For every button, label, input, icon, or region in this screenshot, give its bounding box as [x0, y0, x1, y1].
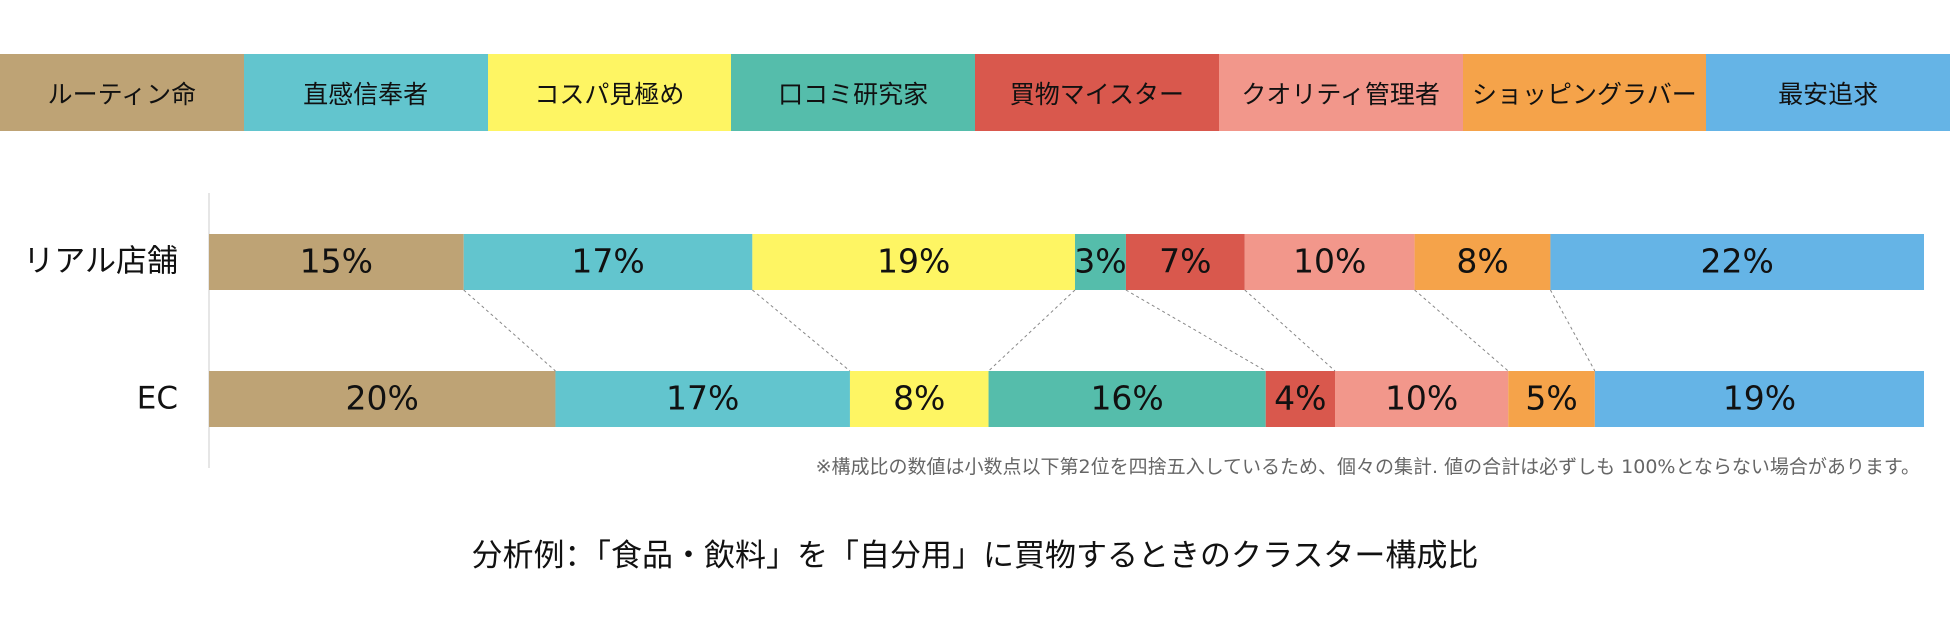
legend-item: コスパ見極め — [487, 54, 732, 131]
data-label: 19% — [1723, 379, 1796, 418]
data-label: 10% — [1385, 379, 1458, 418]
data-label: 17% — [571, 242, 644, 281]
connector-line — [463, 289, 556, 372]
connector-line — [988, 289, 1076, 372]
data-label: 16% — [1090, 379, 1163, 418]
connector-line — [1125, 289, 1266, 372]
legend-item: 口コミ研究家 — [731, 54, 975, 131]
bar-segment — [1244, 234, 1415, 290]
connector-line — [1549, 289, 1596, 372]
bar-segment — [209, 371, 556, 427]
bar-segment — [209, 234, 464, 290]
data-label: 4% — [1274, 379, 1326, 418]
bar-segment — [463, 234, 753, 290]
data-label: 10% — [1293, 242, 1366, 281]
category-label: リアル店舗 — [23, 244, 178, 280]
bar-segment — [752, 234, 1075, 290]
data-label: 19% — [877, 242, 950, 281]
bar-segment — [1265, 371, 1336, 427]
chart-caption: 分析例：「食品・飲料」を「自分用」に買物するときのクラスター構成比 — [471, 538, 1479, 574]
stacked-bar-chart: 15% 17% 19% 3% 7% 10% 8% 22% リアル店舗 20% 17% 8% 16% 4% 1… — [23, 193, 1924, 468]
bar-segment — [988, 371, 1266, 427]
bar-segment — [1594, 371, 1924, 427]
category-label: EC — [137, 381, 178, 417]
footnote: ※構成比の数値は小数点以下第2位を四捨五入しているため、個々の集計. 値の合計は… — [815, 456, 1920, 478]
connector-line — [1414, 289, 1509, 372]
data-label: 20% — [346, 379, 419, 418]
data-label: 5% — [1525, 379, 1577, 418]
legend-item: 最安追求 — [1706, 54, 1950, 131]
data-label: 8% — [893, 379, 945, 418]
data-label: 22% — [1701, 242, 1774, 281]
bar-segment — [1125, 234, 1245, 290]
legend-item: ルーティン命 — [0, 54, 244, 131]
bar-segment — [555, 371, 850, 427]
bar-segment — [1074, 234, 1126, 290]
data-label: 15% — [300, 242, 373, 281]
connector-line — [1244, 289, 1336, 372]
legend-item: クオリティ管理者 — [1218, 54, 1463, 131]
data-label: 3% — [1074, 242, 1126, 281]
legend-item: 直感信奉者 — [243, 54, 488, 131]
connector-line — [752, 289, 851, 372]
bar-segment — [1550, 234, 1924, 290]
bar-segment — [849, 371, 989, 427]
data-label: 17% — [666, 379, 739, 418]
bar-segment — [1414, 234, 1551, 290]
legend: ルーティン命 直感信奉者 コスパ見極め 口コミ研究家 買物マイスター クオリティ管理者 ショ… — [0, 54, 1950, 131]
legend-item: 買物マイスター — [975, 54, 1219, 131]
bar-segment — [1335, 371, 1509, 427]
data-label: 8% — [1456, 242, 1508, 281]
legend-item: ショッピングラバー — [1462, 54, 1707, 131]
bar-segment — [1508, 371, 1595, 427]
data-label: 7% — [1159, 242, 1211, 281]
